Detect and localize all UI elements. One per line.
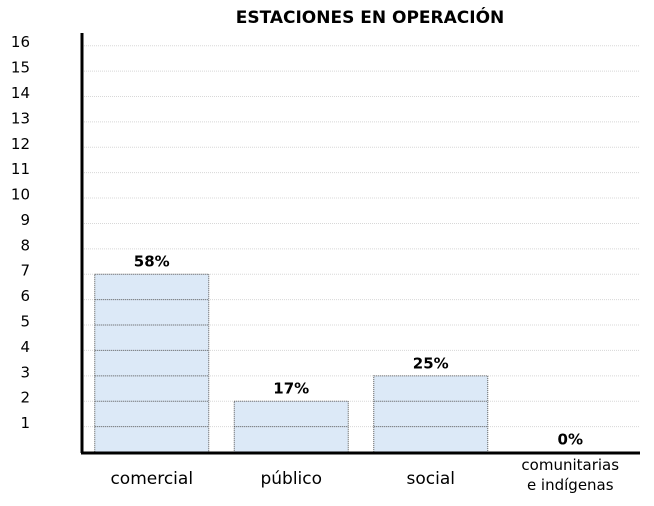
y-tick-label: 4 (20, 338, 30, 356)
y-tick-label: 6 (20, 287, 30, 305)
bar (94, 273, 210, 453)
value-label: 17% (273, 380, 309, 398)
y-tick-label: 10 (11, 186, 30, 204)
x-tick-label: público (260, 469, 323, 489)
bar (373, 375, 489, 453)
y-tick-label: 8 (20, 236, 30, 254)
y-tick-label: 2 (20, 389, 30, 407)
y-tick-label: 1 (20, 414, 30, 432)
x-tick-label: social (406, 469, 455, 489)
value-label: 25% (413, 354, 449, 372)
y-tick-label: 15 (11, 59, 30, 77)
x-tick-label: comercial (110, 469, 194, 489)
y-tick-label: 9 (20, 211, 30, 229)
y-tick-label: 5 (20, 313, 30, 331)
value-label: 0% (558, 431, 583, 449)
y-tick-label: 12 (11, 135, 30, 153)
y-tick-label: 3 (20, 363, 30, 381)
y-tick-label: 14 (11, 84, 30, 102)
value-label: 58% (134, 253, 170, 271)
chart-title: ESTACIONES EN OPERACIÓN (236, 6, 505, 28)
y-tick-label: 13 (11, 109, 30, 127)
y-tick-label: 11 (11, 160, 30, 178)
x-tick-label: comunitarias e indígenas (521, 456, 620, 494)
y-tick-label: 7 (20, 262, 30, 280)
y-tick-label: 16 (11, 33, 30, 51)
